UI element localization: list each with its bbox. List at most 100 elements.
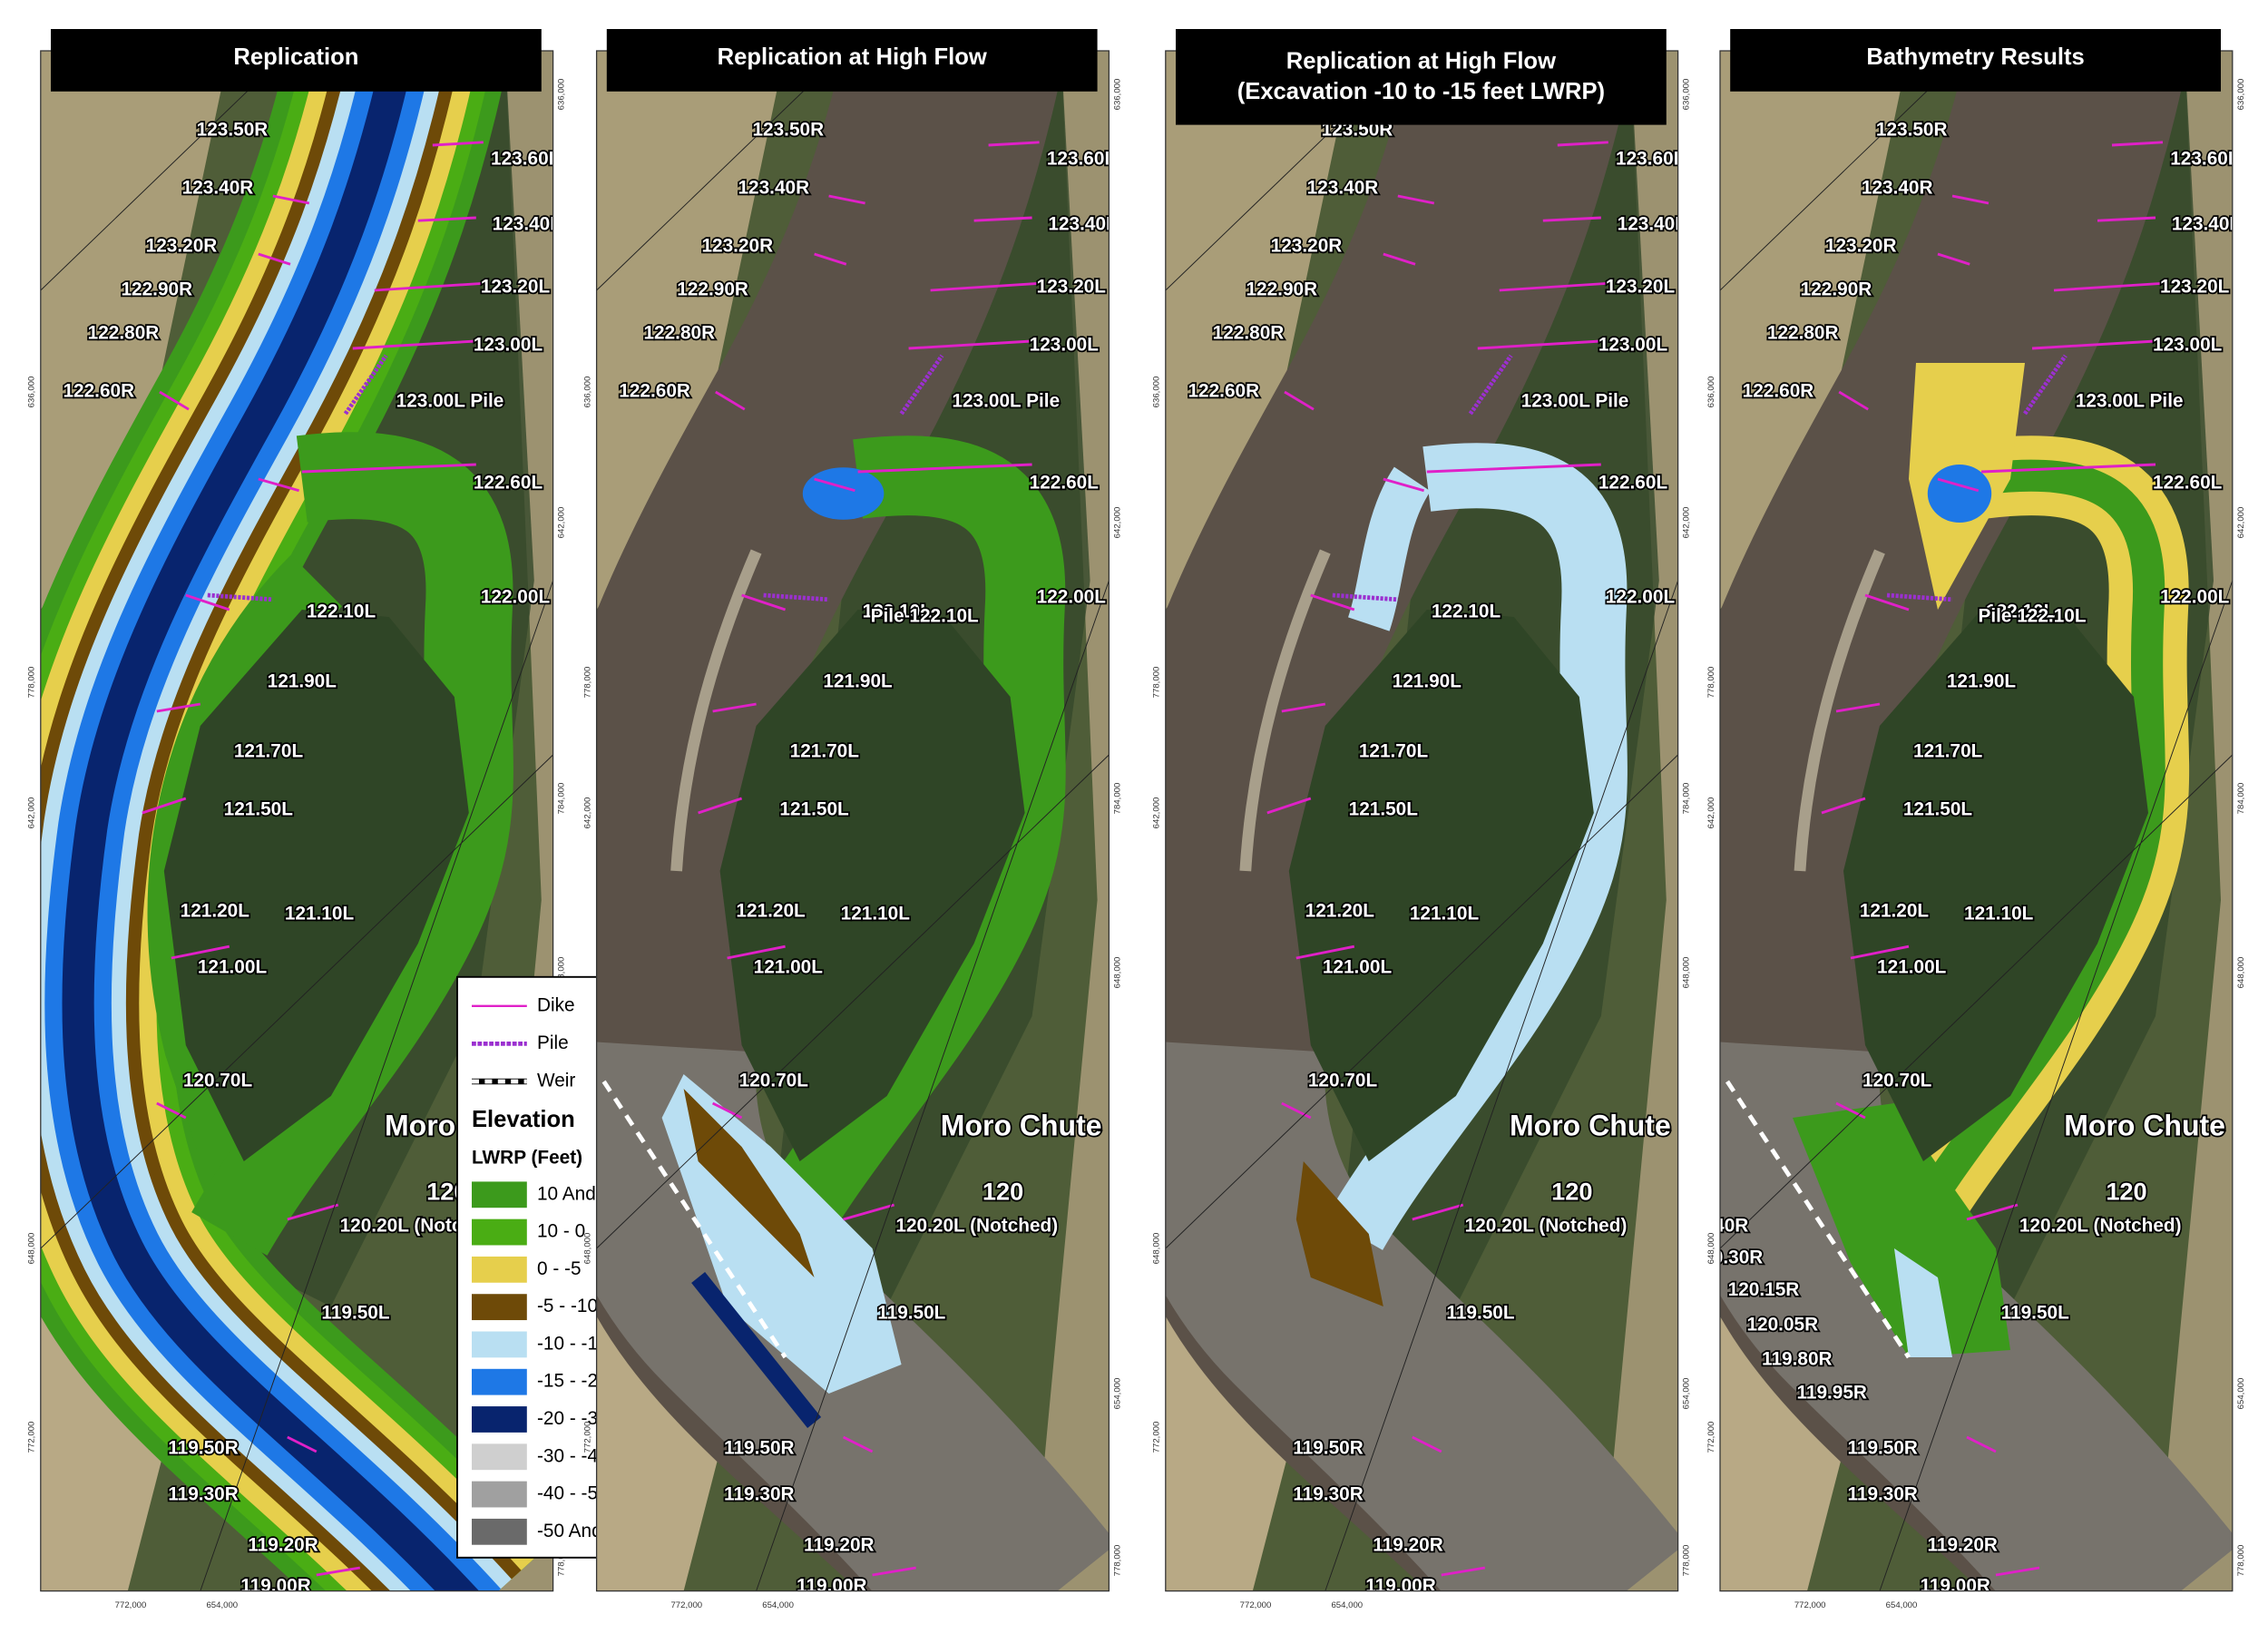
dike — [1383, 252, 1416, 266]
grid-coordinate: 636,000 — [1113, 79, 1123, 111]
station-label: 121.90L — [268, 671, 337, 692]
station-label: 122.60L — [474, 472, 543, 493]
station-label: 122.80R — [1767, 323, 1839, 344]
grid-coordinate: 784,000 — [1682, 783, 1692, 815]
farm-field — [1720, 1306, 1851, 1591]
grid-coordinate: 654,000 — [1331, 1600, 1363, 1610]
dike — [156, 702, 201, 713]
grid-coordinate: 654,000 — [1682, 1378, 1692, 1410]
legend-label: Pile — [537, 1032, 569, 1053]
farm-field — [1031, 51, 1110, 1591]
station-label: 123.40L — [493, 214, 562, 235]
station-label: 119.30R — [1293, 1484, 1363, 1505]
grid-coordinate: 636,000 — [1706, 377, 1716, 408]
station-label: 120.70L — [1862, 1071, 1932, 1091]
legend-label: -5 - -10 — [537, 1296, 598, 1316]
grid-coordinate: 654,000 — [1886, 1600, 1918, 1610]
station-label: 119.50L — [321, 1303, 389, 1324]
dike — [698, 797, 743, 815]
dike — [814, 252, 847, 266]
station-label: 122.00L — [481, 587, 551, 608]
dike — [872, 1566, 916, 1577]
station-label: 120.30R — [1692, 1248, 1764, 1268]
station-label: 122.00L — [1037, 587, 1107, 608]
station-label: 122.90R — [677, 279, 748, 300]
station-label: 123.20R — [1271, 236, 1343, 257]
grid-coordinate: 778,000 — [27, 667, 37, 699]
dike — [1838, 390, 1869, 411]
pile — [343, 354, 388, 416]
grid-coordinate: 772,000 — [670, 1600, 702, 1610]
station-label: 119.00R — [240, 1575, 310, 1596]
dike — [1821, 797, 1866, 815]
pile — [763, 592, 829, 602]
grid-coordinate: 648,000 — [1152, 1233, 1162, 1265]
panel-title-box — [606, 29, 1098, 92]
station-label: 121.20L — [1305, 900, 1375, 921]
station-label: 119.50R — [724, 1437, 794, 1458]
sandbar — [1794, 549, 1885, 872]
station-label: 121.20L — [736, 900, 806, 921]
legend-label: 10 - 0 — [537, 1221, 585, 1242]
dike — [1850, 944, 1910, 960]
station-label: 123.00L — [1030, 334, 1100, 355]
grid-coordinate: 648,000 — [2236, 957, 2246, 989]
pile — [2023, 354, 2068, 416]
dike — [2053, 281, 2167, 292]
farm-field — [1165, 1306, 1296, 1591]
station-label: 122.60L — [2153, 472, 2223, 493]
dike — [1295, 944, 1355, 960]
panel-title: Replication at High Flow — [1286, 49, 1556, 74]
map-frame: 123.50R 123.40R 123.20R 122.90R 122.80R 122.6… — [596, 51, 1110, 1591]
grid-coordinate: 636,000 — [1682, 79, 1692, 111]
dike — [973, 216, 1032, 222]
station-label: 119.80R — [1762, 1349, 1832, 1370]
dike — [1995, 1566, 2040, 1577]
grid-coordinate: 772,000 — [1152, 1422, 1162, 1453]
station-label: 123.20R — [146, 236, 218, 257]
station-label: 119.30R — [1847, 1484, 1917, 1505]
station-label: 121.70L — [1359, 740, 1429, 761]
island-forest — [719, 610, 1025, 1161]
station-label: 120.20L (Notched) — [895, 1216, 1058, 1237]
grid-coordinate: 642,000 — [583, 797, 593, 829]
station-label: 121.50L — [224, 798, 294, 819]
station-label: 119.50L — [877, 1303, 945, 1324]
dike — [159, 390, 190, 411]
place-label: 120 — [982, 1177, 1023, 1205]
dike — [843, 1203, 894, 1221]
dike — [1951, 194, 1989, 205]
dike — [930, 281, 1044, 292]
island-forest — [1843, 610, 2148, 1161]
station-label: 119.00R — [1365, 1575, 1435, 1596]
station-label: 119.30R — [168, 1484, 238, 1505]
panel-title: Bathymetry Results — [1866, 44, 2084, 70]
legend-label: 0 - -5 — [537, 1258, 582, 1279]
station-label: 120.70L — [1308, 1071, 1378, 1091]
sandbar — [1239, 549, 1331, 872]
grid-line — [1720, 51, 2233, 1591]
station-label: 120.20L (Notched) — [1465, 1216, 1628, 1237]
sandbar — [670, 549, 762, 872]
dike — [828, 194, 865, 205]
dike — [1980, 463, 2156, 474]
island-forest — [1288, 610, 1594, 1161]
station-label: 122.60L — [1030, 472, 1100, 493]
station-label: 121.20L — [181, 900, 250, 921]
dike — [842, 1435, 874, 1453]
dike — [1426, 463, 1601, 474]
dike — [1557, 141, 1608, 147]
panel-title: Replication — [233, 44, 358, 70]
dike — [1542, 216, 1601, 222]
station-label: 123.50R — [197, 120, 269, 141]
legend-swatch — [472, 1443, 527, 1471]
pile — [1886, 592, 1953, 602]
station-label: 123.00L Pile — [952, 391, 1060, 412]
station-label: 122.10L — [307, 602, 376, 622]
river-channel-lower — [1720, 1042, 2233, 1591]
station-label: 122.60R — [1743, 381, 1814, 402]
grid-line — [40, 51, 553, 1591]
legend-swatch — [472, 1218, 527, 1246]
pile — [1332, 592, 1398, 602]
dike — [814, 477, 855, 493]
